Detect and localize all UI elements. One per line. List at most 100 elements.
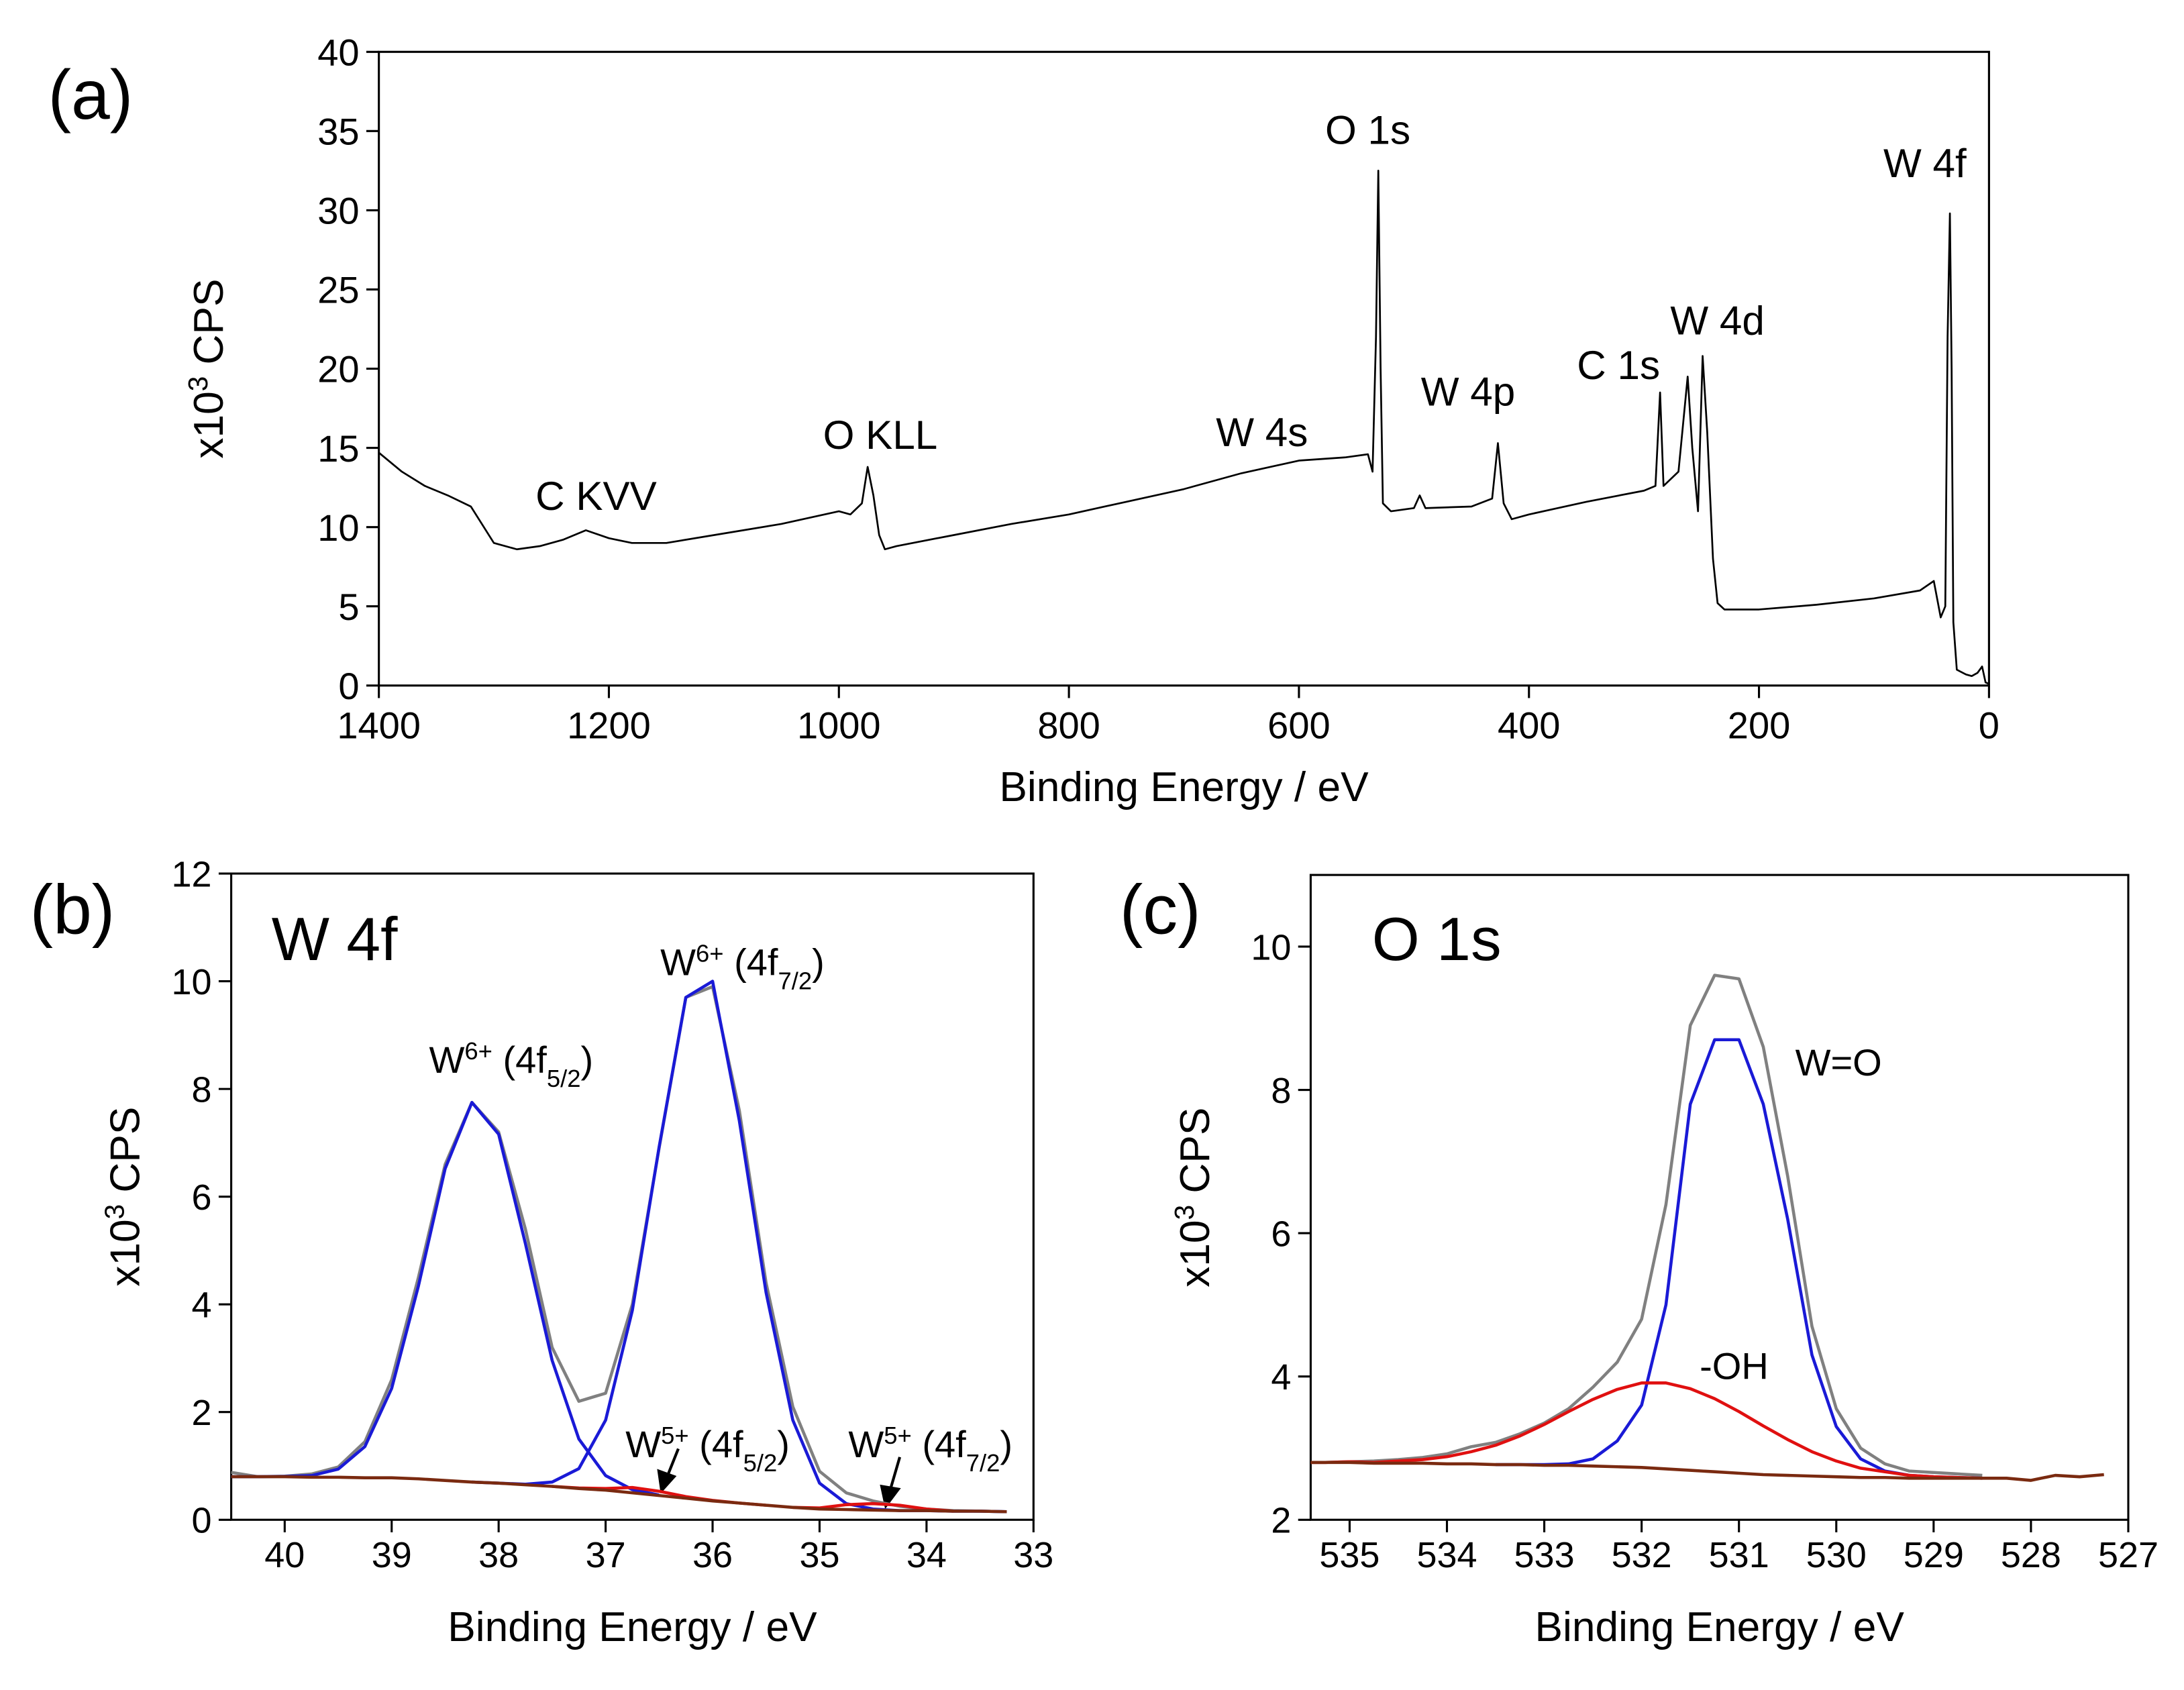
annotation: W 4p bbox=[1421, 370, 1515, 415]
annotation: C 1s bbox=[1577, 343, 1660, 388]
text-part: W bbox=[660, 941, 696, 984]
panel-label: (b) bbox=[30, 870, 115, 948]
text-part: 7/2 bbox=[966, 1448, 1000, 1476]
arrow-head bbox=[657, 1469, 677, 1494]
y-tick-label: 12 bbox=[172, 854, 212, 894]
annotation: W5+ (4f5/2) bbox=[625, 1421, 790, 1476]
text-part: W bbox=[848, 1423, 884, 1465]
y-tick-label: 20 bbox=[317, 348, 359, 390]
panel-title: O 1s bbox=[1372, 905, 1502, 973]
panel-title: W 4f bbox=[272, 905, 398, 973]
x-tick-label: 529 bbox=[1904, 1535, 1964, 1575]
x-tick-label: 200 bbox=[1728, 704, 1791, 747]
panel-label: (c) bbox=[1120, 870, 1201, 948]
text-part: (4f bbox=[912, 1423, 966, 1465]
text-part: 7/2 bbox=[778, 967, 812, 994]
x-tick-label: 1000 bbox=[797, 704, 881, 747]
x-tick-label: 400 bbox=[1498, 704, 1561, 747]
y-tick-label: 8 bbox=[192, 1070, 212, 1110]
text-part: W 4d bbox=[1670, 299, 1764, 344]
y-tick-label: 6 bbox=[192, 1177, 212, 1218]
text-part: (4f bbox=[724, 941, 778, 984]
plot-area bbox=[231, 980, 1007, 1514]
x-tick-label: 40 bbox=[264, 1535, 305, 1575]
annotation: -OH bbox=[1700, 1345, 1769, 1387]
y-tick-label: 4 bbox=[192, 1285, 212, 1326]
arrow bbox=[888, 1457, 902, 1491]
x-tick-label: 600 bbox=[1267, 704, 1330, 747]
x-tick-label: 535 bbox=[1319, 1535, 1380, 1575]
y-tick-label: 6 bbox=[1271, 1214, 1291, 1255]
data-line bbox=[231, 985, 1007, 1514]
plot-area bbox=[378, 170, 1989, 685]
text-part: W=O bbox=[1796, 1041, 1882, 1084]
text-part: x10 bbox=[1172, 1220, 1218, 1287]
y-tick-label: 10 bbox=[1251, 927, 1291, 967]
y-tick-label: 25 bbox=[317, 269, 359, 311]
text-part: x10 bbox=[186, 391, 232, 458]
text-part: W 4p bbox=[1421, 370, 1515, 415]
y-tick-label: 40 bbox=[317, 31, 359, 73]
x-tick-label: 530 bbox=[1806, 1535, 1867, 1575]
y-tick-label: 8 bbox=[1271, 1071, 1291, 1111]
x-tick-label: 36 bbox=[692, 1535, 733, 1575]
y-tick-label: 10 bbox=[317, 507, 359, 549]
y-tick-label: 15 bbox=[317, 427, 359, 470]
x-tick-label: 35 bbox=[799, 1535, 839, 1575]
text-part: 5+ bbox=[884, 1421, 912, 1448]
y-tick-label: 30 bbox=[317, 190, 359, 232]
plot-area bbox=[1310, 973, 2104, 1482]
x-tick-label: 34 bbox=[906, 1535, 947, 1575]
x-tick-label: 533 bbox=[1514, 1535, 1575, 1575]
x-tick-label: 1400 bbox=[337, 704, 421, 747]
y-tick-label: 4 bbox=[1271, 1357, 1291, 1397]
x-tick-label: 532 bbox=[1612, 1535, 1672, 1575]
text-part: C 1s bbox=[1577, 343, 1660, 388]
annotation: W 4s bbox=[1216, 410, 1308, 455]
x-axis-label: Binding Energy / eV bbox=[999, 764, 1369, 810]
data-line bbox=[231, 1475, 1007, 1514]
annotation: W6+ (4f7/2) bbox=[660, 939, 825, 994]
text-part: W bbox=[625, 1423, 661, 1465]
data-line bbox=[378, 170, 1989, 685]
text-part: W bbox=[429, 1039, 465, 1081]
x-tick-label: 527 bbox=[2098, 1535, 2159, 1575]
x-tick-label: 33 bbox=[1013, 1535, 1053, 1575]
annotation: O KLL bbox=[823, 413, 938, 458]
x-tick-label: 38 bbox=[478, 1535, 519, 1575]
text-part: ) bbox=[1000, 1423, 1012, 1465]
text-part: 5/2 bbox=[743, 1448, 778, 1476]
y-tick-label: 0 bbox=[338, 665, 359, 707]
text-part: CPS bbox=[186, 278, 232, 376]
x-axis-label: Binding Energy / eV bbox=[1535, 1604, 1905, 1650]
text-part: 3 bbox=[1169, 1205, 1200, 1220]
y-tick-label: 0 bbox=[192, 1501, 212, 1541]
text-part: ) bbox=[812, 941, 825, 984]
panel-label: (a) bbox=[48, 56, 134, 134]
x-tick-label: 37 bbox=[586, 1535, 626, 1575]
arrows bbox=[657, 1448, 902, 1510]
y-tick-label: 5 bbox=[338, 586, 359, 628]
y-tick-label: 10 bbox=[172, 962, 212, 1002]
x-tick-label: 531 bbox=[1709, 1535, 1769, 1575]
text-part: (4f bbox=[492, 1039, 547, 1081]
x-tick-label: 1200 bbox=[567, 704, 651, 747]
text-part: O KLL bbox=[823, 413, 938, 458]
text-part: CPS bbox=[1172, 1108, 1218, 1205]
text-part: CPS bbox=[103, 1107, 149, 1204]
x-tick-label: 534 bbox=[1416, 1535, 1477, 1575]
x-tick-label: 0 bbox=[1979, 704, 1999, 747]
text-part: 5/2 bbox=[547, 1064, 581, 1092]
arrow-head bbox=[880, 1484, 901, 1510]
text-part: x10 bbox=[103, 1219, 149, 1286]
y-tick-label: 2 bbox=[1271, 1501, 1291, 1541]
annotation: C KVV bbox=[535, 474, 657, 519]
text-part: 6+ bbox=[696, 939, 724, 967]
annotation: W 4f bbox=[1883, 141, 1967, 186]
text-part: W 4f bbox=[1883, 141, 1967, 186]
x-tick-label: 800 bbox=[1037, 704, 1100, 747]
text-part: -OH bbox=[1700, 1345, 1769, 1387]
annotation: O 1s bbox=[1325, 107, 1410, 152]
text-part: O 1s bbox=[1325, 107, 1410, 152]
